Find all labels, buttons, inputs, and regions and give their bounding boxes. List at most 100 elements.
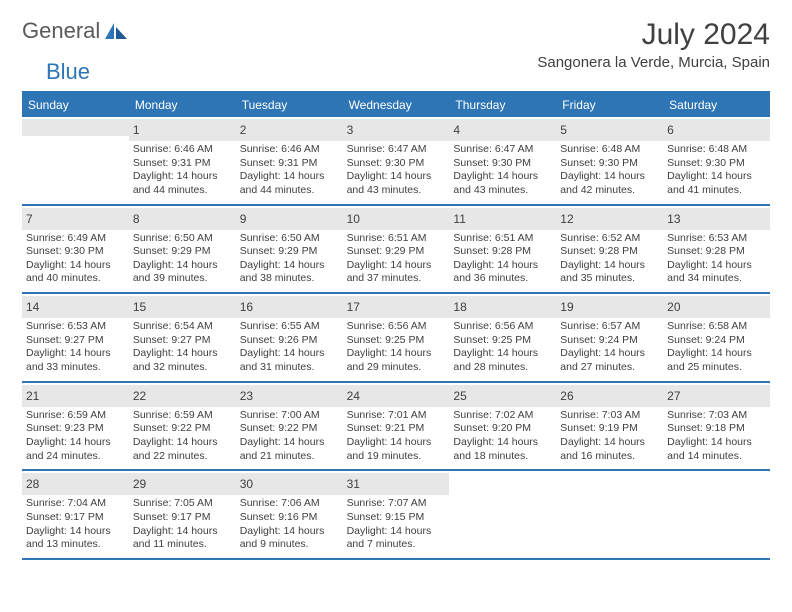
calendar-cell: 20 Sunrise: 6:58 AMSunset: 9:24 PMDayligh…: [663, 294, 770, 383]
day-info: Sunrise: 7:06 AMSunset: 9:16 PMDaylight:…: [240, 497, 339, 552]
day-number: 14: [26, 300, 39, 314]
day-number: 6: [667, 123, 674, 137]
weekday-wednesday: Wednesday: [343, 93, 450, 117]
calendar-cell: 1 Sunrise: 6:46 AMSunset: 9:31 PMDaylight…: [129, 117, 236, 206]
calendar-cell: 8Sunrise: 6:50 AMSunset: 9:29 PMDaylight…: [129, 206, 236, 295]
calendar-cell: 27 Sunrise: 7:03 AMSunset: 9:18 PMDayligh…: [663, 383, 770, 472]
calendar-cell: 3Sunrise: 6:47 AMSunset: 9:30 PMDaylight…: [343, 117, 450, 206]
calendar-cell: [556, 471, 663, 560]
day-info: Sunrise: 6:48 AMSunset: 9:30 PMDaylight:…: [560, 143, 659, 198]
calendar-cell: 24 Sunrise: 7:01 AMSunset: 9:21 PMDayligh…: [343, 383, 450, 472]
day-number: 30: [240, 477, 253, 491]
calendar-cell: 25Sunrise: 7:02 AMSunset: 9:20 PMDayligh…: [449, 383, 556, 472]
calendar-cell: [663, 471, 770, 560]
day-info: Sunrise: 6:55 AMSunset: 9:26 PMDaylight:…: [240, 320, 339, 375]
day-number: 13: [667, 212, 680, 226]
calendar-cell: 11Sunrise: 6:51 AMSunset: 9:28 PMDayligh…: [449, 206, 556, 295]
day-number: 20: [667, 300, 680, 314]
day-number: 19: [560, 300, 573, 314]
day-number: 17: [347, 300, 360, 314]
day-info: Sunrise: 7:04 AMSunset: 9:17 PMDaylight:…: [26, 497, 125, 552]
calendar-cell: 15Sunrise: 6:54 AMSunset: 9:27 PMDayligh…: [129, 294, 236, 383]
calendar-cell: 16 Sunrise: 6:55 AMSunset: 9:26 PMDayligh…: [236, 294, 343, 383]
calendar-cell: 9 Sunrise: 6:50 AMSunset: 9:29 PMDaylight…: [236, 206, 343, 295]
day-number: 11: [453, 212, 465, 226]
day-number: 25: [453, 389, 466, 403]
day-number: 26: [560, 389, 573, 403]
day-number-bar: 23: [236, 385, 343, 407]
calendar-cell: 10Sunrise: 6:51 AMSunset: 9:29 PMDayligh…: [343, 206, 450, 295]
day-number-bar: 24: [343, 385, 450, 407]
calendar-cell: 28Sunrise: 7:04 AMSunset: 9:17 PMDayligh…: [22, 471, 129, 560]
day-number-bar: 14: [22, 296, 129, 318]
day-number: 1: [133, 123, 140, 137]
calendar-cell: 2Sunrise: 6:46 AMSunset: 9:31 PMDaylight…: [236, 117, 343, 206]
day-number-bar: 29: [129, 473, 236, 495]
calendar-cell: 21Sunrise: 6:59 AMSunset: 9:23 PMDayligh…: [22, 383, 129, 472]
weekday-saturday: Saturday: [663, 93, 770, 117]
calendar-cell: 14Sunrise: 6:53 AMSunset: 9:27 PMDayligh…: [22, 294, 129, 383]
day-number: 5: [560, 123, 567, 137]
day-number-bar: 5: [556, 119, 663, 141]
day-info: Sunrise: 7:03 AMSunset: 9:18 PMDaylight:…: [667, 409, 766, 464]
calendar-cell: 4Sunrise: 6:47 AMSunset: 9:30 PMDaylight…: [449, 117, 556, 206]
calendar-cell: 18Sunrise: 6:56 AMSunset: 9:25 PMDayligh…: [449, 294, 556, 383]
logo-sails-icon: [103, 21, 129, 41]
logo: General: [22, 18, 131, 44]
day-number: 4: [453, 123, 460, 137]
day-info: Sunrise: 6:48 AMSunset: 9:30 PMDaylight:…: [667, 143, 766, 198]
day-info: Sunrise: 6:58 AMSunset: 9:24 PMDaylight:…: [667, 320, 766, 375]
day-info: Sunrise: 6:53 AMSunset: 9:28 PMDaylight:…: [667, 232, 766, 287]
day-number-bar: 1: [129, 119, 236, 141]
day-info: Sunrise: 6:56 AMSunset: 9:25 PMDaylight:…: [347, 320, 446, 375]
day-number: 24: [347, 389, 360, 403]
day-info: Sunrise: 6:46 AMSunset: 9:31 PMDaylight:…: [133, 143, 232, 198]
day-number-bar: 11: [449, 208, 556, 230]
day-info: Sunrise: 6:57 AMSunset: 9:24 PMDaylight:…: [560, 320, 659, 375]
day-info: Sunrise: 7:01 AMSunset: 9:21 PMDaylight:…: [347, 409, 446, 464]
day-number-bar: 8: [129, 208, 236, 230]
day-info: Sunrise: 6:50 AMSunset: 9:29 PMDaylight:…: [133, 232, 232, 287]
calendar-cell: 12Sunrise: 6:52 AMSunset: 9:28 PMDayligh…: [556, 206, 663, 295]
calendar-cell: 17 Sunrise: 6:56 AMSunset: 9:25 PMDayligh…: [343, 294, 450, 383]
day-info: Sunrise: 6:56 AMSunset: 9:25 PMDaylight:…: [453, 320, 552, 375]
day-number: 9: [240, 212, 247, 226]
day-number-bar: 2: [236, 119, 343, 141]
calendar-cell: 7 Sunrise: 6:49 AMSunset: 9:30 PMDaylight…: [22, 206, 129, 295]
day-number: 27: [667, 389, 680, 403]
day-info: Sunrise: 6:47 AMSunset: 9:30 PMDaylight:…: [347, 143, 446, 198]
weekday-header: Sunday Monday Tuesday Wednesday Thursday…: [22, 93, 770, 117]
calendar-cell: 5 Sunrise: 6:48 AMSunset: 9:30 PMDaylight…: [556, 117, 663, 206]
calendar-grid: 1 Sunrise: 6:46 AMSunset: 9:31 PMDaylight…: [22, 117, 770, 560]
day-number: 2: [240, 123, 247, 137]
day-info: Sunrise: 6:49 AMSunset: 9:30 PMDaylight:…: [26, 232, 125, 287]
day-number: 15: [133, 300, 146, 314]
day-number: 21: [26, 389, 39, 403]
day-info: Sunrise: 6:59 AMSunset: 9:22 PMDaylight:…: [133, 409, 232, 464]
calendar-cell: [22, 117, 129, 206]
calendar-cell: 6 Sunrise: 6:48 AMSunset: 9:30 PMDaylight…: [663, 117, 770, 206]
logo-text-general: General: [22, 18, 100, 44]
day-info: Sunrise: 6:52 AMSunset: 9:28 PMDaylight:…: [560, 232, 659, 287]
calendar-cell: 23Sunrise: 7:00 AMSunset: 9:22 PMDayligh…: [236, 383, 343, 472]
day-number-bar: 17: [343, 296, 450, 318]
weekday-thursday: Thursday: [449, 93, 556, 117]
location-text: Sangonera la Verde, Murcia, Spain: [537, 54, 770, 71]
day-number-bar: 7: [22, 208, 129, 230]
day-info: Sunrise: 6:50 AMSunset: 9:29 PMDaylight:…: [240, 232, 339, 287]
logo-text-blue: Blue: [46, 59, 90, 84]
day-info: Sunrise: 7:07 AMSunset: 9:15 PMDaylight:…: [347, 497, 446, 552]
weekday-monday: Monday: [129, 93, 236, 117]
day-number: 23: [240, 389, 253, 403]
day-number: 7: [26, 212, 33, 226]
day-number-bar: 12: [556, 208, 663, 230]
day-number: 16: [240, 300, 253, 314]
day-number-bar: 31: [343, 473, 450, 495]
calendar-cell: 30 Sunrise: 7:06 AMSunset: 9:16 PMDayligh…: [236, 471, 343, 560]
empty-day-bar: [22, 119, 129, 136]
weekday-sunday: Sunday: [22, 93, 129, 117]
day-number-bar: 21: [22, 385, 129, 407]
day-number-bar: 25: [449, 385, 556, 407]
page-title: July 2024: [537, 18, 770, 52]
title-block: July 2024 Sangonera la Verde, Murcia, Sp…: [537, 18, 770, 71]
